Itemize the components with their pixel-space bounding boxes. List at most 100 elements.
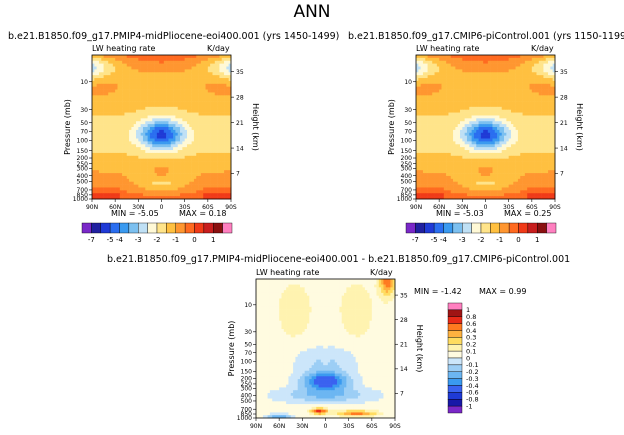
panel3-colorbar-box — [447, 371, 463, 379]
panel1-y-tick-label: 150 — [77, 148, 89, 155]
panel1-x-tick-label: 0 — [160, 204, 164, 211]
panel3-colorbar-box — [447, 302, 463, 311]
panel2-x-tick-label: 0 — [484, 204, 488, 211]
panel1-height-tick-label: 21 — [236, 120, 244, 127]
panel2-y-tick-label: 300 — [401, 166, 413, 173]
panel3-x-tick-label: 0 — [324, 423, 328, 430]
panel3-colorbar-box — [447, 385, 463, 393]
panel3-y-tick-label: 400 — [241, 393, 253, 400]
panel2-y-tick-label: 400 — [401, 173, 413, 180]
panel1-y-tick-label: 850 — [77, 192, 89, 199]
panel3-height-tick-label: 35 — [400, 292, 408, 299]
panel1-colorbar-box — [203, 222, 214, 234]
panel1-colorbar-label: -7 — [88, 236, 95, 244]
panel3-y-tick-label: 700 — [241, 406, 253, 413]
panel1-y-tick-label: 250 — [77, 161, 89, 168]
panel3-x-tick-label: 60N — [273, 423, 285, 430]
panel3-colorbar-box — [447, 337, 463, 345]
panel1-colorbar-box — [156, 222, 167, 234]
panel2-y-tick-label: 200 — [401, 155, 413, 162]
panel2-colorbar-label: -1 — [496, 236, 503, 244]
panel3-colorbar-label: 0.4 — [466, 327, 476, 335]
panel2-colorbar-label: -3 — [459, 236, 466, 244]
panel1-colorbar-box — [175, 222, 186, 234]
panel2-colorbar-box — [462, 222, 472, 234]
panel1-x-tick-label: 30N — [132, 204, 144, 211]
panel1-colorbar-label: -5 — [107, 236, 114, 244]
panel2-colorbar-label: -7 — [412, 236, 419, 244]
panel3-height-axis-label: Height (km) — [415, 325, 424, 373]
panel2-colorbar-box — [443, 222, 454, 234]
panel2-colorbar-label: 0 — [516, 236, 520, 244]
panel1-y-axis-label: Pressure (mb) — [63, 99, 72, 155]
panel1-colorbar-box — [81, 222, 92, 234]
panel2-x-tick-label: 30N — [456, 204, 468, 211]
panel3-min-label: MIN = -1.42 — [414, 287, 462, 296]
panel2-y-tick-label: 30 — [404, 107, 412, 114]
panel1-height-tick-label: 7 — [236, 171, 240, 178]
panel2-y-tick-label: 500 — [401, 179, 413, 186]
panel1-colorbar-box — [194, 222, 205, 234]
panel2-height-tick-label: 21 — [560, 120, 568, 127]
panel2-colorbar-box — [527, 222, 538, 234]
panel1-max-label: MAX = 0.18 — [179, 209, 227, 218]
panel3-y-tick-label: 70 — [244, 350, 252, 357]
panel2-colorbar-box — [508, 222, 519, 234]
panel3-colorbar-box — [447, 357, 463, 366]
panel2-y-tick-label: 1000 — [397, 196, 412, 203]
panel2-height-tick-label: 28 — [560, 94, 568, 101]
panel3-colorbar-label: 0.8 — [466, 313, 476, 321]
panel2-colorbar-box — [433, 222, 444, 234]
panel2-colorbar-label: -2 — [478, 236, 485, 244]
panel3-height-tick-label: 21 — [400, 341, 408, 348]
panel1-plot-area — [92, 55, 232, 200]
panel3-y-tick-label: 850 — [241, 411, 253, 418]
panel1-x-tick-label: 30S — [179, 204, 191, 211]
panel1-field-label: LW heating rate — [92, 44, 156, 53]
panel3-colorbar-box — [447, 344, 463, 352]
panel3-colorbar-label: -1 — [466, 402, 472, 410]
panel1-min-label: MIN = -5.05 — [111, 209, 159, 218]
panel1-y-tick-label: 100 — [77, 138, 89, 145]
panel3-x-tick-label: 30S — [343, 423, 355, 430]
panel1-colorbar-box — [222, 222, 233, 234]
panel3-colorbar-label: -0.6 — [466, 389, 479, 397]
panel1-height-tick-label: 14 — [236, 145, 244, 152]
panel3-y-tick-label: 250 — [241, 381, 253, 388]
panel3-colorbar-label: 0 — [466, 354, 470, 362]
panel2-colorbar-box — [499, 222, 510, 234]
panel3-x-tick-label: 60S — [366, 423, 378, 430]
panel2-x-tick-label: 90S — [549, 204, 561, 211]
panel1-colorbar-box — [128, 222, 139, 234]
panel3-colorbar-label: 0.1 — [466, 347, 476, 355]
panel2-height-tick-label: 14 — [560, 145, 568, 152]
panel3-colorbar-label: 0.2 — [466, 341, 476, 349]
panel3-y-tick-label: 1000 — [237, 415, 252, 422]
panel1-title: b.e21.B1850.f09_g17.PMIP4-midPliocene-eo… — [8, 31, 340, 42]
panel1-colorbar-label: -2 — [154, 236, 161, 244]
panel1-x-tick-label: 60N — [109, 204, 121, 211]
panel2-field-label: LW heating rate — [416, 44, 480, 53]
panel2-colorbar-label: -4 — [440, 236, 448, 244]
panel3-colorbar-label: 1 — [466, 306, 470, 314]
panel3-plot-area — [256, 279, 396, 419]
panel1-colorbar-label: 1 — [211, 236, 215, 244]
panel1-colorbar-box — [91, 222, 101, 234]
panel1-x-tick-label: 90S — [225, 204, 237, 211]
panel2-max-label: MAX = 0.25 — [504, 209, 552, 218]
panel2-height-tick-label: 35 — [560, 69, 568, 76]
panel3-colorbar-box — [447, 350, 463, 359]
panel3-y-tick-label: 300 — [241, 386, 253, 393]
panel3-y-tick-label: 10 — [244, 302, 252, 309]
panel1-colorbar-label: -1 — [172, 236, 179, 244]
panel1-colorbar-box — [166, 222, 176, 234]
panel1-y-tick-label: 200 — [77, 155, 89, 162]
panel2-y-tick-label: 70 — [404, 128, 412, 135]
panel3-x-tick-label: 30N — [296, 423, 308, 430]
panel3-colorbar-label: 0.6 — [466, 320, 476, 328]
panel3-y-axis-label: Pressure (mb) — [227, 321, 236, 377]
panel3-y-tick-label: 30 — [244, 329, 252, 336]
panel3-colorbar-box — [447, 323, 463, 331]
panel1-y-tick-label: 400 — [77, 173, 89, 180]
